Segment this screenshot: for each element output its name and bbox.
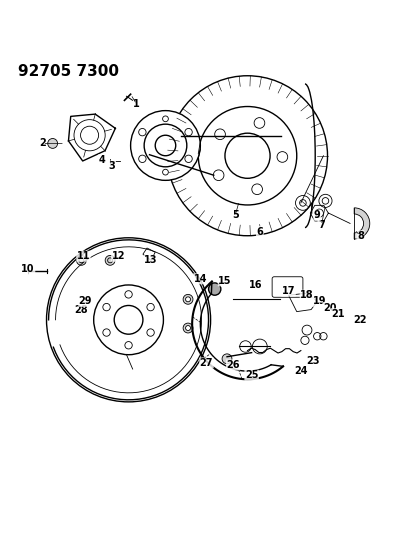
Text: 16: 16 [249, 280, 263, 290]
Circle shape [225, 133, 270, 179]
Text: 1: 1 [133, 100, 140, 109]
Text: 11: 11 [77, 251, 90, 261]
Text: 22: 22 [354, 315, 367, 325]
Text: 2: 2 [39, 139, 46, 148]
Text: 21: 21 [331, 309, 344, 319]
Text: 5: 5 [232, 210, 239, 220]
Text: 6: 6 [256, 227, 263, 237]
Circle shape [76, 255, 86, 265]
Circle shape [114, 305, 143, 334]
Text: 92705 7300: 92705 7300 [18, 64, 119, 79]
Circle shape [183, 323, 193, 333]
Circle shape [131, 111, 200, 180]
Circle shape [185, 326, 190, 330]
Text: 12: 12 [112, 251, 125, 261]
Circle shape [48, 139, 57, 148]
Circle shape [185, 297, 190, 302]
Wedge shape [354, 208, 370, 239]
Circle shape [155, 135, 176, 156]
Text: 28: 28 [75, 304, 88, 314]
Text: 20: 20 [323, 303, 336, 312]
Circle shape [105, 255, 115, 265]
Text: 9: 9 [314, 210, 320, 220]
Text: 13: 13 [145, 255, 158, 265]
Text: 4: 4 [99, 155, 105, 165]
Text: 10: 10 [21, 263, 35, 273]
Text: 29: 29 [79, 296, 92, 306]
Text: 7: 7 [318, 221, 325, 230]
Text: 8: 8 [357, 231, 364, 241]
Text: 19: 19 [313, 296, 326, 306]
Circle shape [183, 294, 193, 304]
Circle shape [222, 354, 232, 364]
Text: 23: 23 [306, 356, 320, 366]
Text: 18: 18 [300, 290, 314, 300]
Text: 27: 27 [200, 358, 213, 368]
Text: 17: 17 [282, 286, 295, 296]
Text: 26: 26 [226, 360, 240, 370]
Circle shape [209, 283, 221, 295]
Text: 3: 3 [109, 161, 116, 171]
Text: 15: 15 [218, 276, 232, 286]
Text: 25: 25 [245, 370, 259, 380]
Circle shape [144, 124, 187, 167]
Text: 14: 14 [194, 274, 207, 284]
Text: 24: 24 [294, 366, 308, 376]
